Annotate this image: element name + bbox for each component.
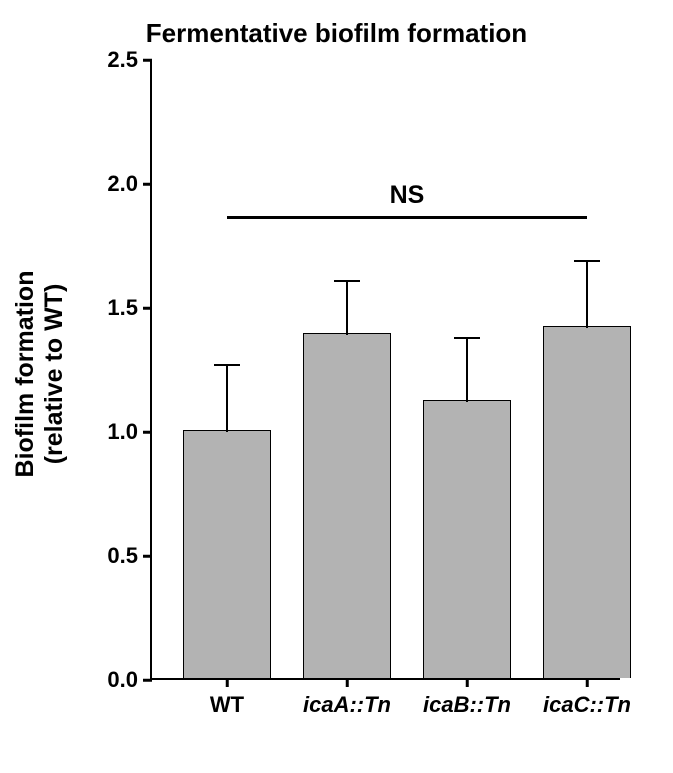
y-tick-label: 0.5 [107, 543, 152, 569]
bar [423, 400, 511, 678]
y-axis-label: Biofilm formation (relative to WT) [11, 64, 69, 684]
bar [543, 326, 631, 678]
y-tick-label: 2.5 [107, 47, 152, 73]
y-axis-label-line2: (relative to WT) [40, 64, 69, 684]
x-tick-label: WT [210, 678, 244, 718]
bar [303, 333, 391, 678]
x-tick-label: icaA::Tn [303, 678, 391, 718]
plot-area: 0.00.51.01.52.02.5WTicaA::TnicaB::TnicaC… [150, 60, 620, 680]
error-bar-cap [334, 280, 360, 282]
chart-title: Fermentative biofilm formation [0, 18, 673, 49]
x-tick-label: icaC::Tn [543, 678, 631, 718]
significance-line [227, 216, 587, 219]
significance-label: NS [390, 181, 425, 210]
y-tick-label: 2.0 [107, 171, 152, 197]
y-tick-label: 1.0 [107, 419, 152, 445]
y-tick-label: 1.5 [107, 295, 152, 321]
bar-chart: Fermentative biofilm formation Biofilm f… [0, 0, 673, 773]
bar [183, 430, 271, 678]
error-bar-stem [466, 338, 468, 402]
error-bar-cap [454, 337, 480, 339]
y-tick-label: 0.0 [107, 667, 152, 693]
error-bar-stem [586, 261, 588, 328]
error-bar-stem [226, 365, 228, 432]
error-bar-stem [346, 281, 348, 336]
error-bar-cap [574, 260, 600, 262]
x-tick-label: icaB::Tn [423, 678, 511, 718]
y-axis-label-line1: Biofilm formation [11, 64, 40, 684]
error-bar-cap [214, 364, 240, 366]
